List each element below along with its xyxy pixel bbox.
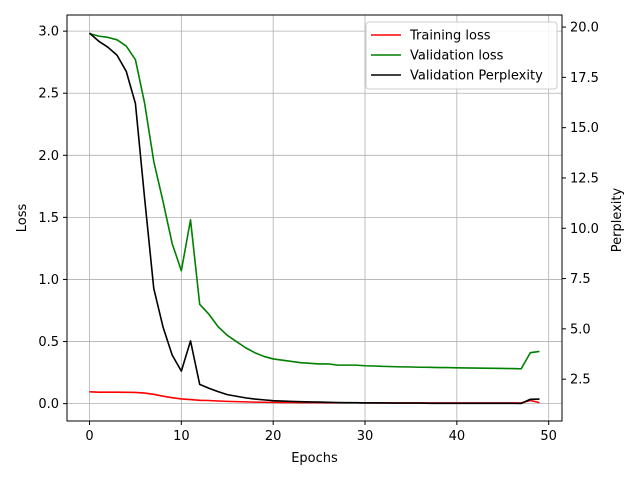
y2-tick-label: 2.5 bbox=[570, 373, 591, 388]
y2-tick-label: 17.5 bbox=[570, 71, 599, 86]
axes-frame bbox=[66, 14, 563, 422]
x-tick-label: 0 bbox=[85, 429, 93, 444]
y2-tick-label: 5.0 bbox=[570, 322, 591, 337]
y-tick-label: 0.0 bbox=[38, 397, 59, 412]
validation-perplexity-line bbox=[88, 32, 540, 405]
y2-axis-title: Perplexity bbox=[610, 187, 625, 252]
y-tick-label: 3.0 bbox=[38, 25, 59, 40]
legend-box bbox=[365, 21, 558, 90]
y-tick-label: 1.5 bbox=[38, 211, 59, 226]
x-axis: 0 10 20 30 40 50 bbox=[85, 421, 557, 444]
y2-tick-label: 10.0 bbox=[570, 222, 599, 237]
y2-tick-label: 7.5 bbox=[570, 272, 591, 287]
validation-loss-legend-label: Validation loss bbox=[410, 49, 504, 64]
validation-loss-line bbox=[89, 32, 540, 370]
x-tick-label: 50 bbox=[540, 429, 557, 444]
plot-area bbox=[88, 32, 540, 405]
y-tick-label: 1.0 bbox=[38, 273, 59, 288]
x-axis-title: Epochs bbox=[291, 451, 338, 466]
validation-perplexity-legend-label: Validation Perplexity bbox=[410, 69, 543, 84]
y2-tick-label: 12.5 bbox=[570, 171, 599, 186]
x-tick-label: 40 bbox=[449, 429, 466, 444]
y-axis-right: 2.5 5.0 7.5 10.0 12.5 15.0 17.5 20.0 bbox=[562, 21, 599, 388]
x-tick-label: 30 bbox=[357, 429, 374, 444]
legend: Training loss Validation loss Validation P… bbox=[365, 21, 558, 90]
y-tick-label: 2.0 bbox=[38, 149, 59, 164]
y-axis-title: Loss bbox=[15, 204, 30, 233]
y-tick-label: 2.5 bbox=[38, 87, 59, 102]
y2-tick-label: 20.0 bbox=[570, 21, 599, 36]
y-axis-left: 0.0 0.5 1.0 1.5 2.0 2.5 3.0 bbox=[38, 25, 67, 412]
training-loss-legend-label: Training loss bbox=[409, 29, 491, 44]
x-tick-label: 20 bbox=[265, 429, 282, 444]
y2-tick-label: 15.0 bbox=[570, 121, 599, 136]
y-tick-label: 0.5 bbox=[38, 335, 59, 350]
x-tick-label: 10 bbox=[173, 429, 190, 444]
